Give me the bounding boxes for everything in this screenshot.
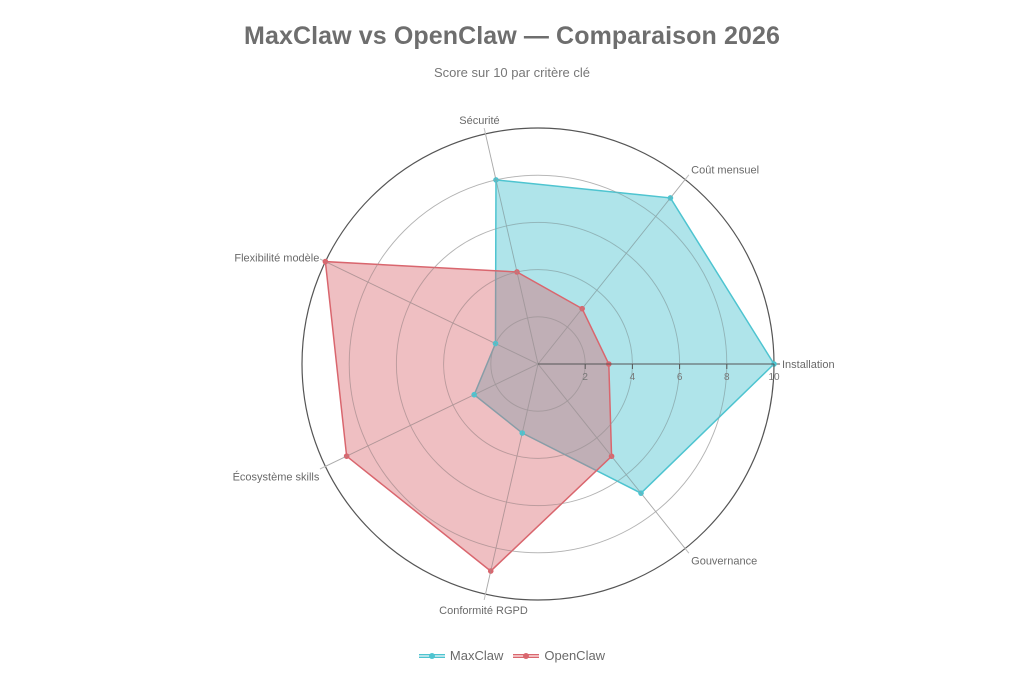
radar-series [322, 133, 777, 595]
radar-tick-labels: 2 4 6 8 10 [582, 364, 780, 383]
tick-label: 2 [582, 372, 588, 383]
legend-label-maxclaw: MaxClaw [449, 648, 504, 663]
chart-subtitle: Score sur 10 par critère clé [433, 65, 591, 80]
axis-label: Conformité RGPD [439, 605, 528, 617]
axis-label: Sécurité [459, 115, 499, 127]
chart-legend: MaxClaw OpenClaw [0, 648, 1024, 663]
axis-label: Gouvernance [691, 556, 757, 568]
series-area-maxclaw [473, 179, 775, 495]
series-area-openclaw [324, 260, 613, 573]
axis-label: Installation [782, 359, 835, 371]
tick-label: 8 [724, 372, 730, 383]
legend-label-openclaw: OpenClaw [544, 648, 606, 663]
tick-label: 4 [630, 372, 636, 383]
legend-swatch-maxclaw-icon [418, 652, 445, 660]
legend-item-openclaw[interactable]: OpenClaw [513, 648, 605, 663]
legend-swatch-openclaw-icon [513, 652, 540, 660]
radar-axis-labels: Installation Gouvernance Conformité RGPD Éc… [233, 115, 835, 617]
chart-title: MaxClaw vs OpenClaw — Comparaison 2026 [244, 22, 780, 50]
tick-label: 6 [677, 372, 683, 383]
axis-label: Flexibilité modèle [234, 253, 319, 265]
legend-item-maxclaw[interactable]: MaxClaw [418, 648, 504, 663]
axis-label: Coût mensuel [691, 164, 759, 176]
tick-label: 10 [768, 372, 780, 383]
axis-label: Écosystème skills [233, 470, 320, 483]
